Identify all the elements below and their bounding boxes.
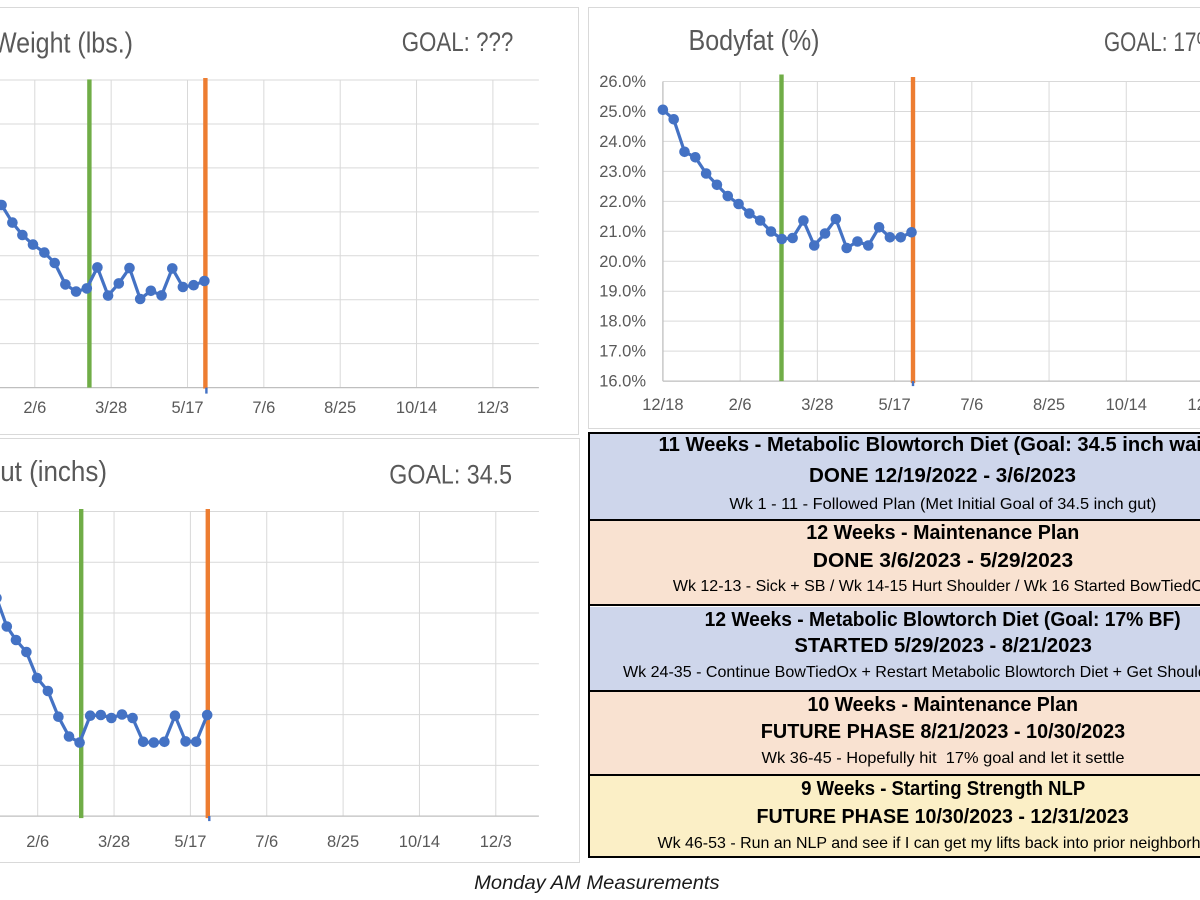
svg-text:GOAL: ???: GOAL: ??? xyxy=(402,27,514,57)
svg-text:3/28: 3/28 xyxy=(801,396,833,414)
svg-text:12/3: 12/3 xyxy=(1187,396,1200,414)
svg-text:Bodyfat (%): Bodyfat (%) xyxy=(689,25,820,57)
svg-text:10/14: 10/14 xyxy=(1106,396,1147,414)
svg-text:22.0%: 22.0% xyxy=(599,193,646,211)
svg-text:10/14: 10/14 xyxy=(396,399,437,417)
svg-text:12/18: 12/18 xyxy=(642,396,683,414)
svg-text:Gut (inchs): Gut (inchs) xyxy=(0,456,107,488)
svg-text:8/25: 8/25 xyxy=(1033,396,1065,414)
svg-text:7/6: 7/6 xyxy=(252,399,275,417)
svg-text:12/3: 12/3 xyxy=(477,399,509,417)
svg-text:3/28: 3/28 xyxy=(95,399,127,417)
svg-text:21.0%: 21.0% xyxy=(599,223,646,241)
svg-text:25.0%: 25.0% xyxy=(599,103,646,121)
svg-text:23.0%: 23.0% xyxy=(599,163,646,181)
svg-text:16.0%: 16.0% xyxy=(599,373,646,391)
svg-text:5/17: 5/17 xyxy=(174,833,206,851)
svg-text:26.0%: 26.0% xyxy=(599,73,646,91)
svg-text:5/17: 5/17 xyxy=(171,399,203,417)
svg-text:7/6: 7/6 xyxy=(255,833,278,851)
svg-text:17.0%: 17.0% xyxy=(599,343,646,361)
svg-text:12/3: 12/3 xyxy=(480,833,512,851)
svg-text:10/14: 10/14 xyxy=(399,833,440,851)
svg-text:8/25: 8/25 xyxy=(327,833,359,851)
svg-text:8/25: 8/25 xyxy=(324,399,356,417)
svg-text:2/6: 2/6 xyxy=(23,399,46,417)
svg-text:24.0%: 24.0% xyxy=(599,133,646,151)
svg-text:2/6: 2/6 xyxy=(26,833,49,851)
svg-text:19.0%: 19.0% xyxy=(599,283,646,301)
svg-text:18.0%: 18.0% xyxy=(599,313,646,331)
svg-text:2/6: 2/6 xyxy=(729,396,752,414)
svg-text:5/17: 5/17 xyxy=(879,396,911,414)
svg-text:7/6: 7/6 xyxy=(960,396,983,414)
svg-text:3/28: 3/28 xyxy=(98,833,130,851)
svg-text:20.0%: 20.0% xyxy=(599,253,646,271)
svg-text:Weight (lbs.): Weight (lbs.) xyxy=(0,28,133,60)
svg-text:GOAL: 34.5: GOAL: 34.5 xyxy=(389,459,512,489)
svg-text:GOAL: 17%: GOAL: 17% xyxy=(1104,27,1200,57)
